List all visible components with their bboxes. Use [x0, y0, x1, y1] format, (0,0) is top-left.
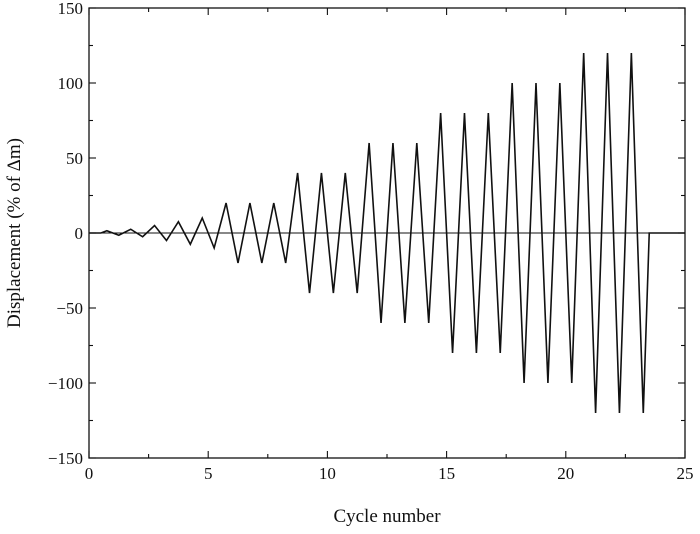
x-tick-label: 15 [438, 464, 455, 483]
y-tick-label: 0 [75, 224, 84, 243]
x-tick-label: 5 [204, 464, 213, 483]
x-tick-label: 0 [85, 464, 94, 483]
y-tick-label: 150 [58, 0, 84, 18]
tick-labels: 0 5 10 15 20 25 150 100 50 0 −50 −100 −150 [48, 0, 694, 483]
axis-ticks [88, 7, 686, 459]
x-tick-label: 20 [557, 464, 574, 483]
y-tick-label: −50 [56, 299, 83, 318]
y-tick-label: −100 [48, 374, 83, 393]
x-tick-label: 25 [677, 464, 694, 483]
y-tick-label: 50 [66, 149, 83, 168]
series-line [89, 52, 685, 414]
y-tick-label: −150 [48, 449, 83, 468]
y-tick-label: 100 [58, 74, 84, 93]
x-axis-label: Cycle number [333, 506, 441, 527]
y-axis-label: Displacement (% of Δm) [4, 138, 25, 328]
x-tick-label: 10 [319, 464, 336, 483]
